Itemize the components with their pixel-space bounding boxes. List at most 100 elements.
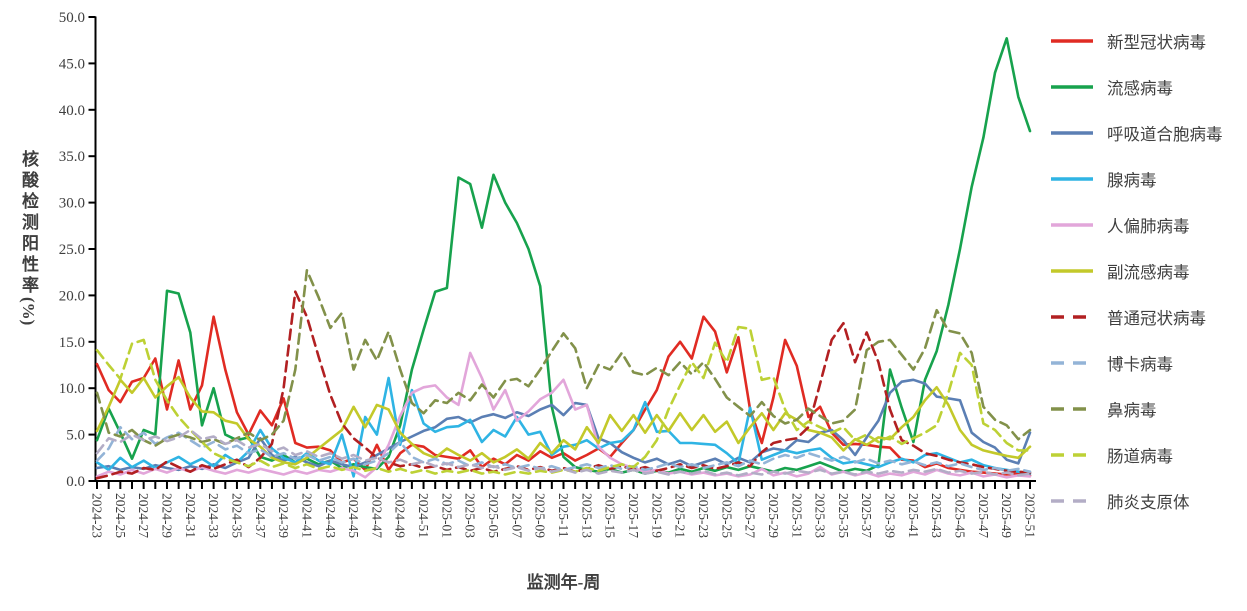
x-tick-label: 2025-17 xyxy=(626,493,641,538)
x-tick-label: 2025-23 xyxy=(696,493,711,538)
x-tick-label: 2025-27 xyxy=(743,493,758,538)
x-tick-label: 2025-03 xyxy=(463,493,478,538)
y-axis-title-unit: (%) xyxy=(19,297,38,326)
legend-swatch-adenovirus xyxy=(1051,177,1093,181)
legend-swatch-rhinovirus xyxy=(1051,407,1093,411)
x-tick-label: 2025-11 xyxy=(556,493,571,538)
x-tick-label: 2025-49 xyxy=(999,493,1014,538)
x-tick-label: 2025-37 xyxy=(859,493,874,538)
x-tick-label: 2024-51 xyxy=(416,493,431,538)
y-tick-label: 15.0 xyxy=(59,335,85,351)
legend-label: 博卡病毒 xyxy=(1107,355,1173,374)
legend-label: 肠道病毒 xyxy=(1107,447,1173,466)
x-tick-label: 2024-43 xyxy=(323,493,338,538)
x-tick-label: 2025-09 xyxy=(533,493,548,538)
legend-swatch-rsv xyxy=(1051,131,1093,135)
x-tick-label: 2025-19 xyxy=(649,493,664,538)
x-tick-label: 2024-25 xyxy=(113,493,128,538)
x-tick-label: 2025-21 xyxy=(673,493,688,538)
legend-item-parainfluenza: 副流感病毒 xyxy=(1050,260,1223,282)
x-tick-label: 2024-45 xyxy=(346,493,361,538)
y-tick-label: 0.0 xyxy=(66,474,85,490)
series-line-bocavirus xyxy=(95,425,1032,474)
x-tick-label: 2024-47 xyxy=(369,493,384,538)
x-tick-label: 2024-39 xyxy=(276,493,291,538)
series-line-adenovirus xyxy=(95,376,1032,478)
legend-label: 肺炎支原体 xyxy=(1107,493,1190,512)
legend-swatch-enterovirus xyxy=(1051,453,1093,457)
legend-item-enterovirus: 肠道病毒 xyxy=(1050,444,1223,466)
x-tick-label: 2025-41 xyxy=(906,493,921,538)
legend-item-bocavirus: 博卡病毒 xyxy=(1050,352,1223,374)
legend-item-influenza: 流感病毒 xyxy=(1050,76,1223,98)
x-tick-label: 2025-47 xyxy=(976,493,991,538)
x-tick-label: 2025-01 xyxy=(439,493,454,538)
x-tick-label: 2025-45 xyxy=(953,493,968,538)
y-tick-label: 20.0 xyxy=(59,288,85,304)
legend-label: 鼻病毒 xyxy=(1107,401,1157,420)
x-tick-label: 2025-29 xyxy=(766,493,781,538)
x-tick-label: 2025-39 xyxy=(883,493,898,538)
y-tick-label: 30.0 xyxy=(59,196,85,212)
y-ticks: 0.0 5.0 10.0 15.0 20.0 25.0 30.0 35.0 40.0 45.0 50… xyxy=(59,10,96,490)
legend-label: 新型冠状病毒 xyxy=(1107,33,1206,52)
legend-swatch-hmpv xyxy=(1051,223,1093,227)
legend-label: 流感病毒 xyxy=(1107,79,1173,98)
y-tick-label: 25.0 xyxy=(59,242,85,258)
legend-item-rsv: 呼吸道合胞病毒 xyxy=(1050,122,1223,144)
legend-label: 呼吸道合胞病毒 xyxy=(1107,125,1223,144)
legend-swatch-parainfluenza xyxy=(1051,269,1093,273)
y-tick-label: 40.0 xyxy=(59,103,85,119)
legend-item-adenovirus: 腺病毒 xyxy=(1050,168,1223,190)
y-tick-label: 35.0 xyxy=(59,149,85,165)
legend-label: 副流感病毒 xyxy=(1107,263,1190,282)
x-tick-label: 2025-13 xyxy=(579,493,594,538)
series-line-hmpv xyxy=(95,351,1032,479)
legend-swatch-bocavirus xyxy=(1051,361,1093,365)
y-tick-label: 50.0 xyxy=(59,10,85,26)
legend-item-hmpv: 人偏肺病毒 xyxy=(1050,214,1223,236)
y-axis-title-text: 核酸检测阳性率 xyxy=(19,150,38,297)
x-tick-label: 2024-29 xyxy=(159,493,174,538)
x-tick-label: 2025-07 xyxy=(509,493,524,538)
x-tick-label: 2025-05 xyxy=(486,493,501,538)
legend-swatch-influenza xyxy=(1051,85,1093,89)
legend-item-mycoplasma-pneumoniae: 肺炎支原体 xyxy=(1050,490,1223,512)
chart-legend: 新型冠状病毒 流感病毒呼吸道合胞病毒 腺病毒人偏肺病毒副流感病毒普通冠状病毒 博卡病毒… xyxy=(1050,30,1223,512)
series-line-common-coronavirus xyxy=(95,290,1032,480)
legend-swatch-novel-coronavirus xyxy=(1051,39,1093,43)
y-axis-title: 核酸检测阳性率(%) xyxy=(19,150,38,326)
legend-item-common-coronavirus: 普通冠状病毒 xyxy=(1050,306,1223,328)
x-ticks: 2024-23 2024-25 2024-27 2024-29 2024-31 2024-… xyxy=(90,481,1038,538)
x-tick-label: 2025-35 xyxy=(836,493,851,538)
legend-label: 人偏肺病毒 xyxy=(1107,217,1190,236)
legend-swatch-mycoplasma-pneumoniae xyxy=(1051,499,1093,503)
x-tick-label: 2024-35 xyxy=(229,493,244,538)
x-tick-label: 2024-49 xyxy=(393,493,408,538)
legend-item-rhinovirus: 鼻病毒 xyxy=(1050,398,1223,420)
x-tick-label: 2025-51 xyxy=(1023,493,1038,538)
x-tick-label: 2025-43 xyxy=(929,493,944,538)
series-line-enterovirus xyxy=(95,325,1032,476)
legend-label: 腺病毒 xyxy=(1107,171,1157,190)
series-line-mycoplasma-pneumoniae xyxy=(95,428,1032,477)
x-tick-label: 2024-41 xyxy=(299,493,314,538)
x-tick-label: 2025-15 xyxy=(603,493,618,538)
x-tick-label: 2024-37 xyxy=(253,493,268,538)
x-axis-title: 监测年-周 xyxy=(526,573,601,592)
x-tick-label: 2025-33 xyxy=(813,493,828,538)
x-tick-label: 2024-23 xyxy=(90,493,105,538)
legend-item-novel-coronavirus: 新型冠状病毒 xyxy=(1050,30,1223,52)
x-tick-label: 2025-31 xyxy=(789,493,804,538)
series-line-rhinovirus xyxy=(95,268,1032,448)
y-tick-label: 5.0 xyxy=(66,428,85,444)
y-tick-label: 45.0 xyxy=(59,56,85,72)
legend-label: 普通冠状病毒 xyxy=(1107,309,1206,328)
x-tick-label: 2025-25 xyxy=(719,493,734,538)
legend-swatch-common-coronavirus xyxy=(1051,315,1093,319)
y-tick-label: 10.0 xyxy=(59,381,85,397)
x-tick-label: 2024-31 xyxy=(183,493,198,538)
x-tick-label: 2024-33 xyxy=(206,493,221,538)
